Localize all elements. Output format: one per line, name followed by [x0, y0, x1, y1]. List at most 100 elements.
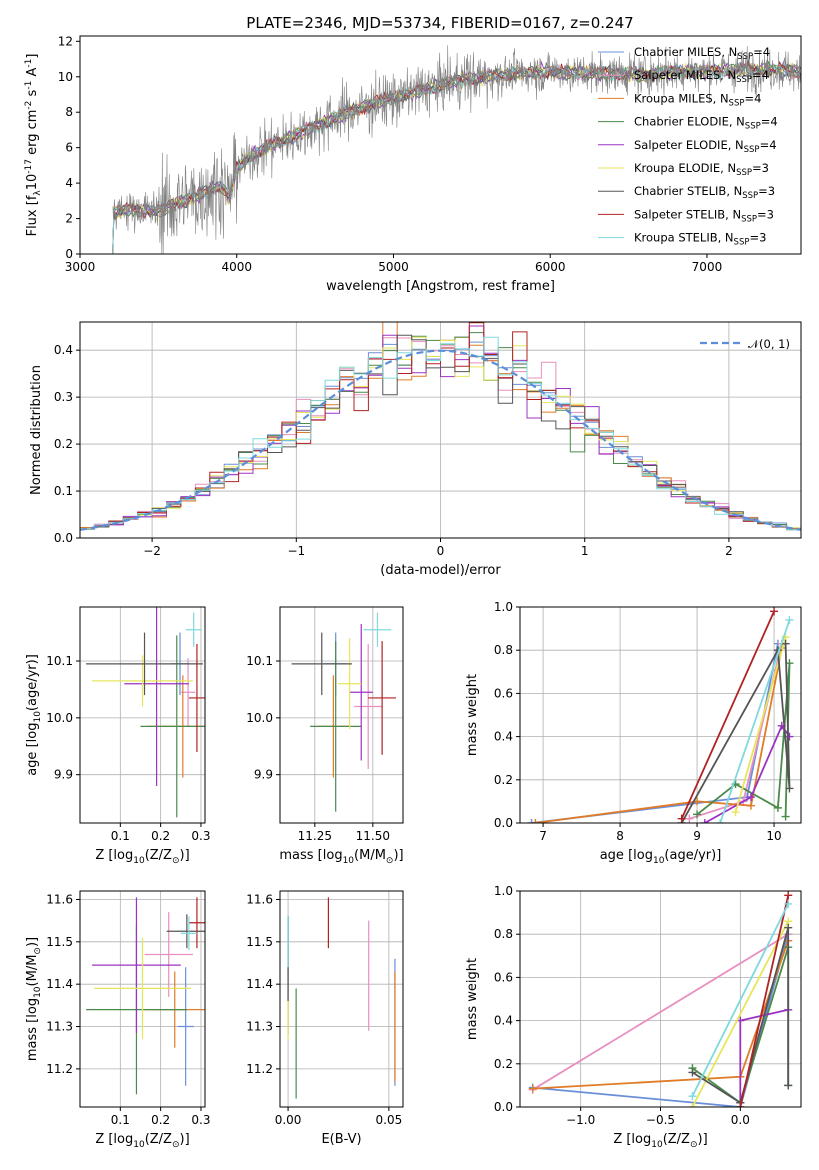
- y-tick-label: 0: [65, 247, 73, 261]
- y-tick-label: 0.3: [54, 390, 73, 404]
- y-tick-label: 11.4: [246, 977, 273, 991]
- y-tick-label: 6: [65, 141, 73, 155]
- series-line-chabrier_miles: [532, 933, 790, 1107]
- x-tick-label: 0.00: [275, 1113, 302, 1127]
- series-line-kroupa_elodie: [734, 636, 787, 813]
- errorbar-point: [354, 643, 383, 769]
- plot-frame: [279, 890, 404, 1108]
- data-point-marker: [785, 784, 794, 793]
- x-tick-label: −2: [143, 544, 161, 558]
- series-line-chabrier_stelib: [680, 643, 791, 823]
- data-point-marker: [785, 732, 794, 741]
- y-tick-label: 11.6: [246, 892, 273, 906]
- errorbar-point: [368, 641, 397, 755]
- y-axis-label: mass weight: [465, 674, 480, 756]
- plot-frame: [519, 890, 802, 1108]
- x-tick-label: 11.50: [356, 829, 390, 843]
- legend-label: Salpeter MILES, NSSP=4: [634, 68, 769, 85]
- y-tick-label: 12: [58, 34, 73, 48]
- errorbar-point: [140, 635, 205, 818]
- series-line-chabrier_stelib: [691, 927, 790, 1105]
- x-axis-label: Z [log10(Z/Z⊙)]: [95, 848, 189, 866]
- y-tick-label: 11.3: [246, 1020, 273, 1034]
- data-point-marker: [677, 814, 686, 823]
- y-tick-label: 0.2: [494, 1057, 513, 1071]
- data-point-marker: [688, 1068, 697, 1077]
- x-tick-label: 2: [725, 544, 733, 558]
- errorbar-point: [185, 612, 202, 647]
- y-axis-label: mass [log10(M/M⊙)]: [25, 937, 43, 1061]
- y-tick-label: 0.0: [494, 816, 513, 830]
- legend-label: 𝒩(0, 1): [748, 337, 790, 351]
- x-tick-label: 0.1: [111, 1113, 130, 1127]
- y-tick-label: 10.1: [246, 654, 273, 668]
- errorbar-point: [124, 607, 189, 787]
- y-tick-label: 0.8: [494, 927, 513, 941]
- y-tick-label: 0.2: [494, 773, 513, 787]
- histogram-kroupa_stelib: [80, 336, 801, 532]
- x-axis-label: Z [log10(Z/Z⊙)]: [95, 1132, 189, 1150]
- y-tick-label: 2: [65, 212, 73, 226]
- x-tick-label: −1.0: [566, 1113, 595, 1127]
- plot-frame: [79, 890, 206, 1108]
- y-axis-label: mass weight: [465, 958, 480, 1040]
- series-line-salpeter_miles: [532, 933, 789, 1091]
- x-tick-label: 7: [539, 829, 547, 843]
- y-tick-label: 10.1: [46, 654, 73, 668]
- x-tick-label: 3000: [65, 260, 96, 274]
- x-axis-label: mass [log10(M/M⊙)]: [279, 848, 403, 866]
- x-tick-label: 11.25: [298, 829, 332, 843]
- data-point-marker: [688, 1092, 697, 1101]
- y-tick-label: 10.0: [46, 711, 73, 725]
- x-tick-label: 5000: [378, 260, 409, 274]
- panel-mass_vs_ebv: 0.00 0.05 11.2 11.3 11.4 11.5 11.6 E(B-V): [246, 890, 404, 1147]
- legend-label: Chabrier MILES, NSSP=4: [634, 45, 770, 62]
- data-point-marker: [528, 1084, 537, 1093]
- data-point-marker: [746, 793, 755, 802]
- data-point-marker: [785, 615, 794, 624]
- panel-mass_vs_Z: 0.1 0.2 0.3 11.2 11.3 11.4 11.5 11.6 Z [log10(Z/…: [25, 890, 211, 1150]
- data-point-marker: [784, 923, 793, 932]
- plot-frame: [79, 35, 802, 255]
- figure-title: PLATE=2346, MJD=53734, FIBERID=0167, z=0…: [246, 14, 633, 32]
- series-line-kroupa_stelib: [719, 619, 791, 823]
- x-axis-label: age [log10(age/yr)]: [600, 848, 722, 866]
- data-point-marker: [781, 639, 790, 648]
- plot-frame: [79, 606, 206, 824]
- y-tick-label: 9.9: [254, 768, 273, 782]
- data-point-marker: [685, 814, 694, 823]
- x-tick-label: 1: [581, 544, 589, 558]
- data-point-marker: [736, 1103, 745, 1107]
- y-tick-label: 0.0: [494, 1100, 513, 1114]
- x-axis-label: Z [log10(Z/Z⊙)]: [613, 1132, 707, 1150]
- y-tick-label: 0.6: [494, 686, 513, 700]
- errorbar-point: [188, 643, 205, 752]
- panel-age_vs_Z: 0.1 0.2 0.3 9.9 10.0 10.1 Z [log10(Z/Z⊙)] age […: [25, 606, 211, 866]
- legend-label: Kroupa STELIB, NSSP=3: [634, 231, 766, 248]
- y-tick-label: 0.4: [54, 343, 73, 357]
- y-tick-label: 11.6: [46, 892, 73, 906]
- x-axis-label: wavelength [Angstrom, rest frame]: [326, 279, 555, 294]
- x-tick-label: 8: [616, 829, 624, 843]
- series-line-kroupa_elodie: [691, 920, 789, 1107]
- y-tick-label: 0.4: [494, 730, 513, 744]
- plot-frame: [519, 606, 802, 824]
- data-point-marker: [770, 607, 779, 616]
- data-point-marker: [784, 891, 793, 900]
- data-point-marker: [784, 1081, 793, 1090]
- data-point-marker: [746, 801, 755, 810]
- data-point-marker: [784, 899, 793, 908]
- y-tick-label: 9.9: [54, 768, 73, 782]
- x-tick-label: 0: [437, 544, 445, 558]
- panel-weight_vs_age: 7 8 9 10 0.0 0.2 0.4 0.6 0.8 1.0 age [log10(age/yr…: [465, 600, 802, 866]
- y-tick-label: 0.8: [494, 643, 513, 657]
- y-tick-label: 11.5: [46, 935, 73, 949]
- errorbar-point: [92, 897, 181, 1033]
- series-line-salpeter_stelib: [680, 610, 775, 820]
- data-spectrum: [112, 45, 801, 254]
- panel-weight_vs_Z: −1.0 −0.5 0.0 0.0 0.2 0.4 0.6 0.8 1.0 Z [log10(Z/…: [465, 884, 802, 1150]
- y-tick-label: 10: [58, 70, 73, 84]
- y-tick-label: 1.0: [494, 884, 513, 898]
- x-tick-label: 0.05: [376, 1113, 403, 1127]
